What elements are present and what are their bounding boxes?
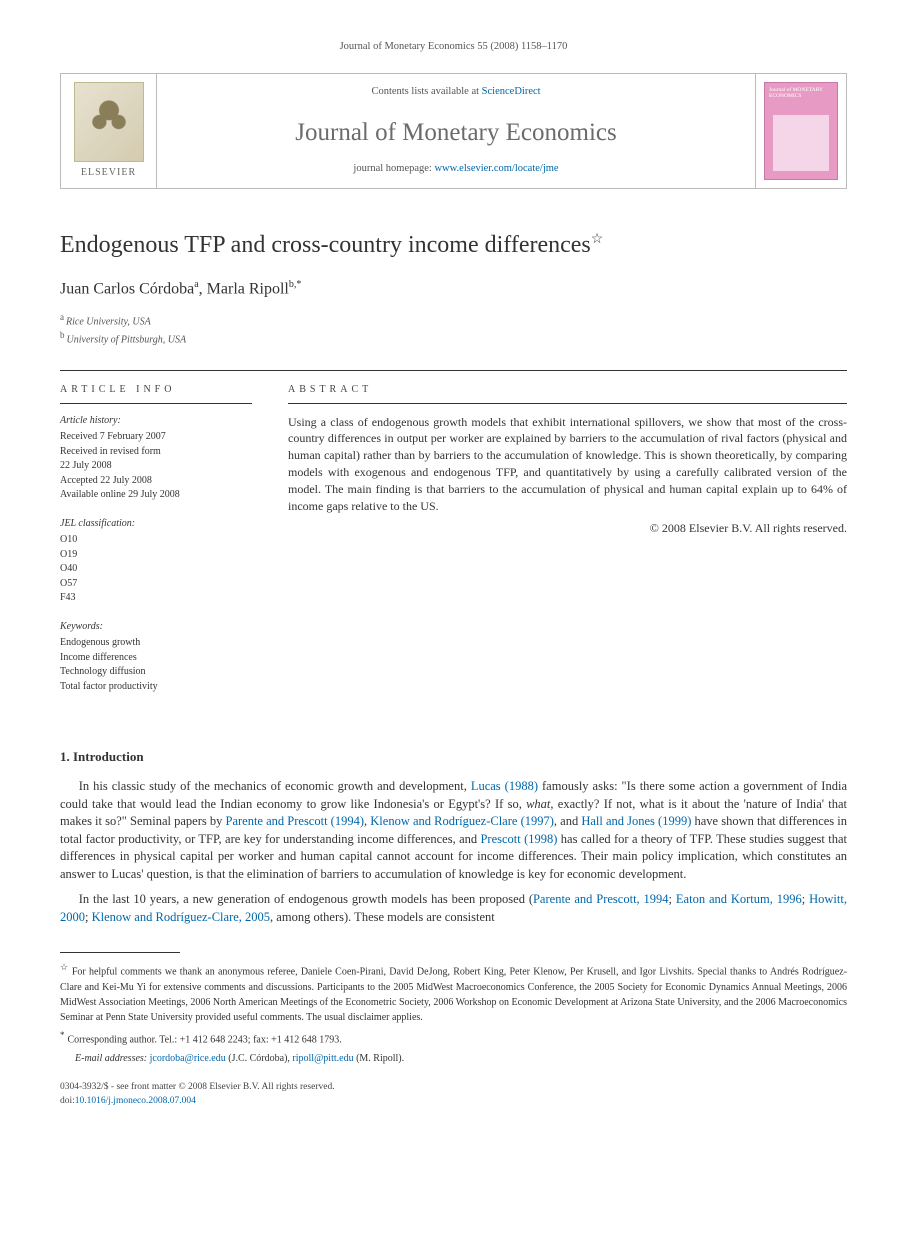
journal-name: Journal of Monetary Economics <box>295 115 616 150</box>
contents-prefix: Contents lists available at <box>371 86 481 97</box>
cover-image: Journal of MONETARY ECONOMICS <box>764 82 838 180</box>
aff-b-mark: b <box>60 330 65 340</box>
history-title: Article history: <box>60 414 252 429</box>
contents-available-line: Contents lists available at ScienceDirec… <box>371 85 540 100</box>
article-info-column: ARTICLE INFO Article history: Received 7… <box>60 371 270 709</box>
cite-eaton-kortum-1996[interactable]: Eaton and Kortum, 1996 <box>676 892 802 906</box>
history-line-2: 22 July 2008 <box>60 459 252 474</box>
journal-masthead: ELSEVIER Contents lists available at Sci… <box>60 73 847 189</box>
masthead-center: Contents lists available at ScienceDirec… <box>156 74 756 188</box>
cover-panel <box>773 115 829 171</box>
footer-doi-line: doi:10.1016/j.jmoneco.2008.07.004 <box>60 1094 847 1108</box>
cite-hall-jones-1999[interactable]: Hall and Jones (1999) <box>581 814 691 828</box>
author-sep: , <box>199 281 207 298</box>
article-title: Endogenous TFP and cross-country income … <box>60 229 847 263</box>
jel-1: O19 <box>60 548 252 563</box>
title-footnote-star: ☆ <box>591 232 604 247</box>
jel-0: O10 <box>60 533 252 548</box>
email-link-2[interactable]: ripoll@pitt.edu <box>292 1053 353 1064</box>
aff-a-text: Rice University, USA <box>66 316 151 327</box>
info-abstract-row: ARTICLE INFO Article history: Received 7… <box>60 370 847 709</box>
email-link-1[interactable]: jcordoba@rice.edu <box>150 1053 226 1064</box>
footnote-corr-mark: * <box>60 1030 65 1040</box>
email-who-1: (J.C. Córdoba) <box>228 1053 287 1064</box>
author-2: Marla Ripoll <box>207 281 289 298</box>
footer-line-1: 0304-3932/$ - see front matter © 2008 El… <box>60 1080 847 1094</box>
jel-3: O57 <box>60 577 252 592</box>
affiliations: aRice University, USA bUniversity of Pit… <box>60 311 847 348</box>
email-who-2: (M. Ripoll) <box>356 1053 402 1064</box>
cite-prescott-1998[interactable]: Prescott (1998) <box>480 832 557 846</box>
elsevier-label: ELSEVIER <box>81 166 136 180</box>
intro-para-2: In the last 10 years, a new generation o… <box>60 891 847 926</box>
history-line-4: Available online 29 July 2008 <box>60 488 252 503</box>
affiliation-b: bUniversity of Pittsburgh, USA <box>60 329 847 347</box>
history-line-0: Received 7 February 2007 <box>60 430 252 445</box>
email-label: E-mail addresses: <box>75 1053 147 1064</box>
journal-cover-thumb: Journal of MONETARY ECONOMICS <box>756 74 846 188</box>
title-text: Endogenous TFP and cross-country income … <box>60 232 591 258</box>
footnote-star-mark: ☆ <box>60 962 69 972</box>
article-history-block: Article history: Received 7 February 200… <box>60 414 252 503</box>
p1-a: In his classic study of the mechanics of… <box>79 779 471 793</box>
jel-2: O40 <box>60 562 252 577</box>
p2-e: , among others). These models are consis… <box>270 910 495 924</box>
footnote-star-text: For helpful comments we thank an anonymo… <box>60 967 847 1023</box>
history-line-3: Accepted 22 July 2008 <box>60 474 252 489</box>
jel-block: JEL classification: O10 O19 O40 O57 F43 <box>60 517 252 606</box>
cite-parente-prescott-1994[interactable]: Parente and Prescott (1994) <box>226 814 365 828</box>
cite-klenow-rodriguez-2005[interactable]: Klenow and Rodríguez-Clare, 2005 <box>92 910 270 924</box>
author-line: Juan Carlos Córdobaa, Marla Ripollb,* <box>60 278 847 301</box>
cite-klenow-rodriguez-1997[interactable]: Klenow and Rodríguez-Clare (1997) <box>370 814 554 828</box>
running-head: Journal of Monetary Economics 55 (2008) … <box>60 40 847 55</box>
doi-prefix: doi: <box>60 1096 75 1106</box>
abstract-text: Using a class of endogenous growth model… <box>288 414 847 515</box>
article-info-heading: ARTICLE INFO <box>60 383 252 404</box>
journal-homepage-link[interactable]: www.elsevier.com/locate/jme <box>434 163 558 174</box>
abstract-heading: ABSTRACT <box>288 383 847 404</box>
keywords-block: Keywords: Endogenous growth Income diffe… <box>60 620 252 695</box>
footnote-corr-text: Corresponding author. Tel.: +1 412 648 2… <box>68 1034 342 1045</box>
kw-1: Income differences <box>60 651 252 666</box>
aff-a-mark: a <box>60 312 64 322</box>
p1-ital: what <box>526 797 550 811</box>
author-2-marks: b,* <box>289 279 302 290</box>
history-line-1: Received in revised form <box>60 445 252 460</box>
jel-title: JEL classification: <box>60 517 252 532</box>
homepage-prefix: journal homepage: <box>353 163 434 174</box>
p2-b: ; <box>669 892 676 906</box>
kw-3: Total factor productivity <box>60 680 252 695</box>
journal-homepage-line: journal homepage: www.elsevier.com/locat… <box>353 162 558 177</box>
footnote-corresponding: *Corresponding author. Tel.: +1 412 648 … <box>60 1029 847 1047</box>
abstract-copyright: © 2008 Elsevier B.V. All rights reserved… <box>288 520 847 537</box>
cite-parente-prescott-1994b[interactable]: Parente and Prescott, 1994 <box>533 892 669 906</box>
section-1-title: 1. Introduction <box>60 748 847 766</box>
jel-4: F43 <box>60 591 252 606</box>
kw-0: Endogenous growth <box>60 636 252 651</box>
doi-link[interactable]: 10.1016/j.jmoneco.2008.07.004 <box>75 1096 196 1106</box>
kw-2: Technology diffusion <box>60 665 252 680</box>
footnote-rule <box>60 952 180 953</box>
sciencedirect-link[interactable]: ScienceDirect <box>482 86 541 97</box>
footnote-emails: E-mail addresses: jcordoba@rice.edu (J.C… <box>60 1051 847 1066</box>
author-1: Juan Carlos Córdoba <box>60 281 194 298</box>
affiliation-a: aRice University, USA <box>60 311 847 329</box>
elsevier-tree-icon <box>74 82 144 162</box>
cite-lucas-1988[interactable]: Lucas (1988) <box>471 779 538 793</box>
p2-a: In the last 10 years, a new generation o… <box>79 892 533 906</box>
intro-para-1: In his classic study of the mechanics of… <box>60 778 847 883</box>
elsevier-logo: ELSEVIER <box>61 74 156 188</box>
aff-b-text: University of Pittsburgh, USA <box>67 335 187 346</box>
keywords-title: Keywords: <box>60 620 252 635</box>
footer-meta: 0304-3932/$ - see front matter © 2008 El… <box>60 1080 847 1109</box>
abstract-column: ABSTRACT Using a class of endogenous gro… <box>270 371 847 709</box>
footnotes: ☆For helpful comments we thank an anonym… <box>60 961 847 1066</box>
p2-d: ; <box>85 910 92 924</box>
p1-e: , and <box>554 814 581 828</box>
footnote-star: ☆For helpful comments we thank an anonym… <box>60 961 847 1024</box>
cover-title-text: Journal of MONETARY ECONOMICS <box>769 87 833 99</box>
